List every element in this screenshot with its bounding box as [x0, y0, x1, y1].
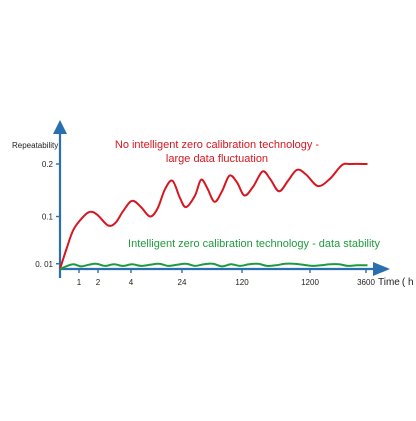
y-ticks: 0.2 0.1 0. 01 [35, 160, 60, 269]
x-tick-label: 1 [77, 278, 82, 287]
series-line-green [59, 262, 368, 270]
y-axis-arrowhead [53, 120, 67, 134]
x-tick-label: 24 [178, 278, 187, 287]
x-tick-label: 1200 [301, 278, 319, 287]
y-axis-title: Repeatability [12, 141, 58, 150]
red-annotation-line2: large data fluctuation [166, 153, 268, 165]
y-tick-label: 0. 01 [35, 260, 53, 269]
x-tick-label: 3600 [357, 278, 375, 287]
red-annotation-line1: No intelligent zero calibration technolo… [115, 139, 320, 151]
x-tick-label: 2 [96, 278, 101, 287]
x-axis-arrowhead [373, 262, 390, 276]
y-tick-label: 0.2 [42, 160, 54, 169]
x-tick-label: 120 [235, 278, 249, 287]
series-line-red [59, 162, 368, 270]
y-tick-label: 0.1 [42, 213, 54, 222]
x-axis-title: Time ( h ) [378, 277, 416, 288]
x-ticks: 1 2 4 24 120 1200 3600 [77, 269, 375, 287]
green-annotation: Intelligent zero calibration technology … [128, 238, 380, 250]
x-tick-label: 4 [129, 278, 134, 287]
series-layer [59, 162, 368, 270]
